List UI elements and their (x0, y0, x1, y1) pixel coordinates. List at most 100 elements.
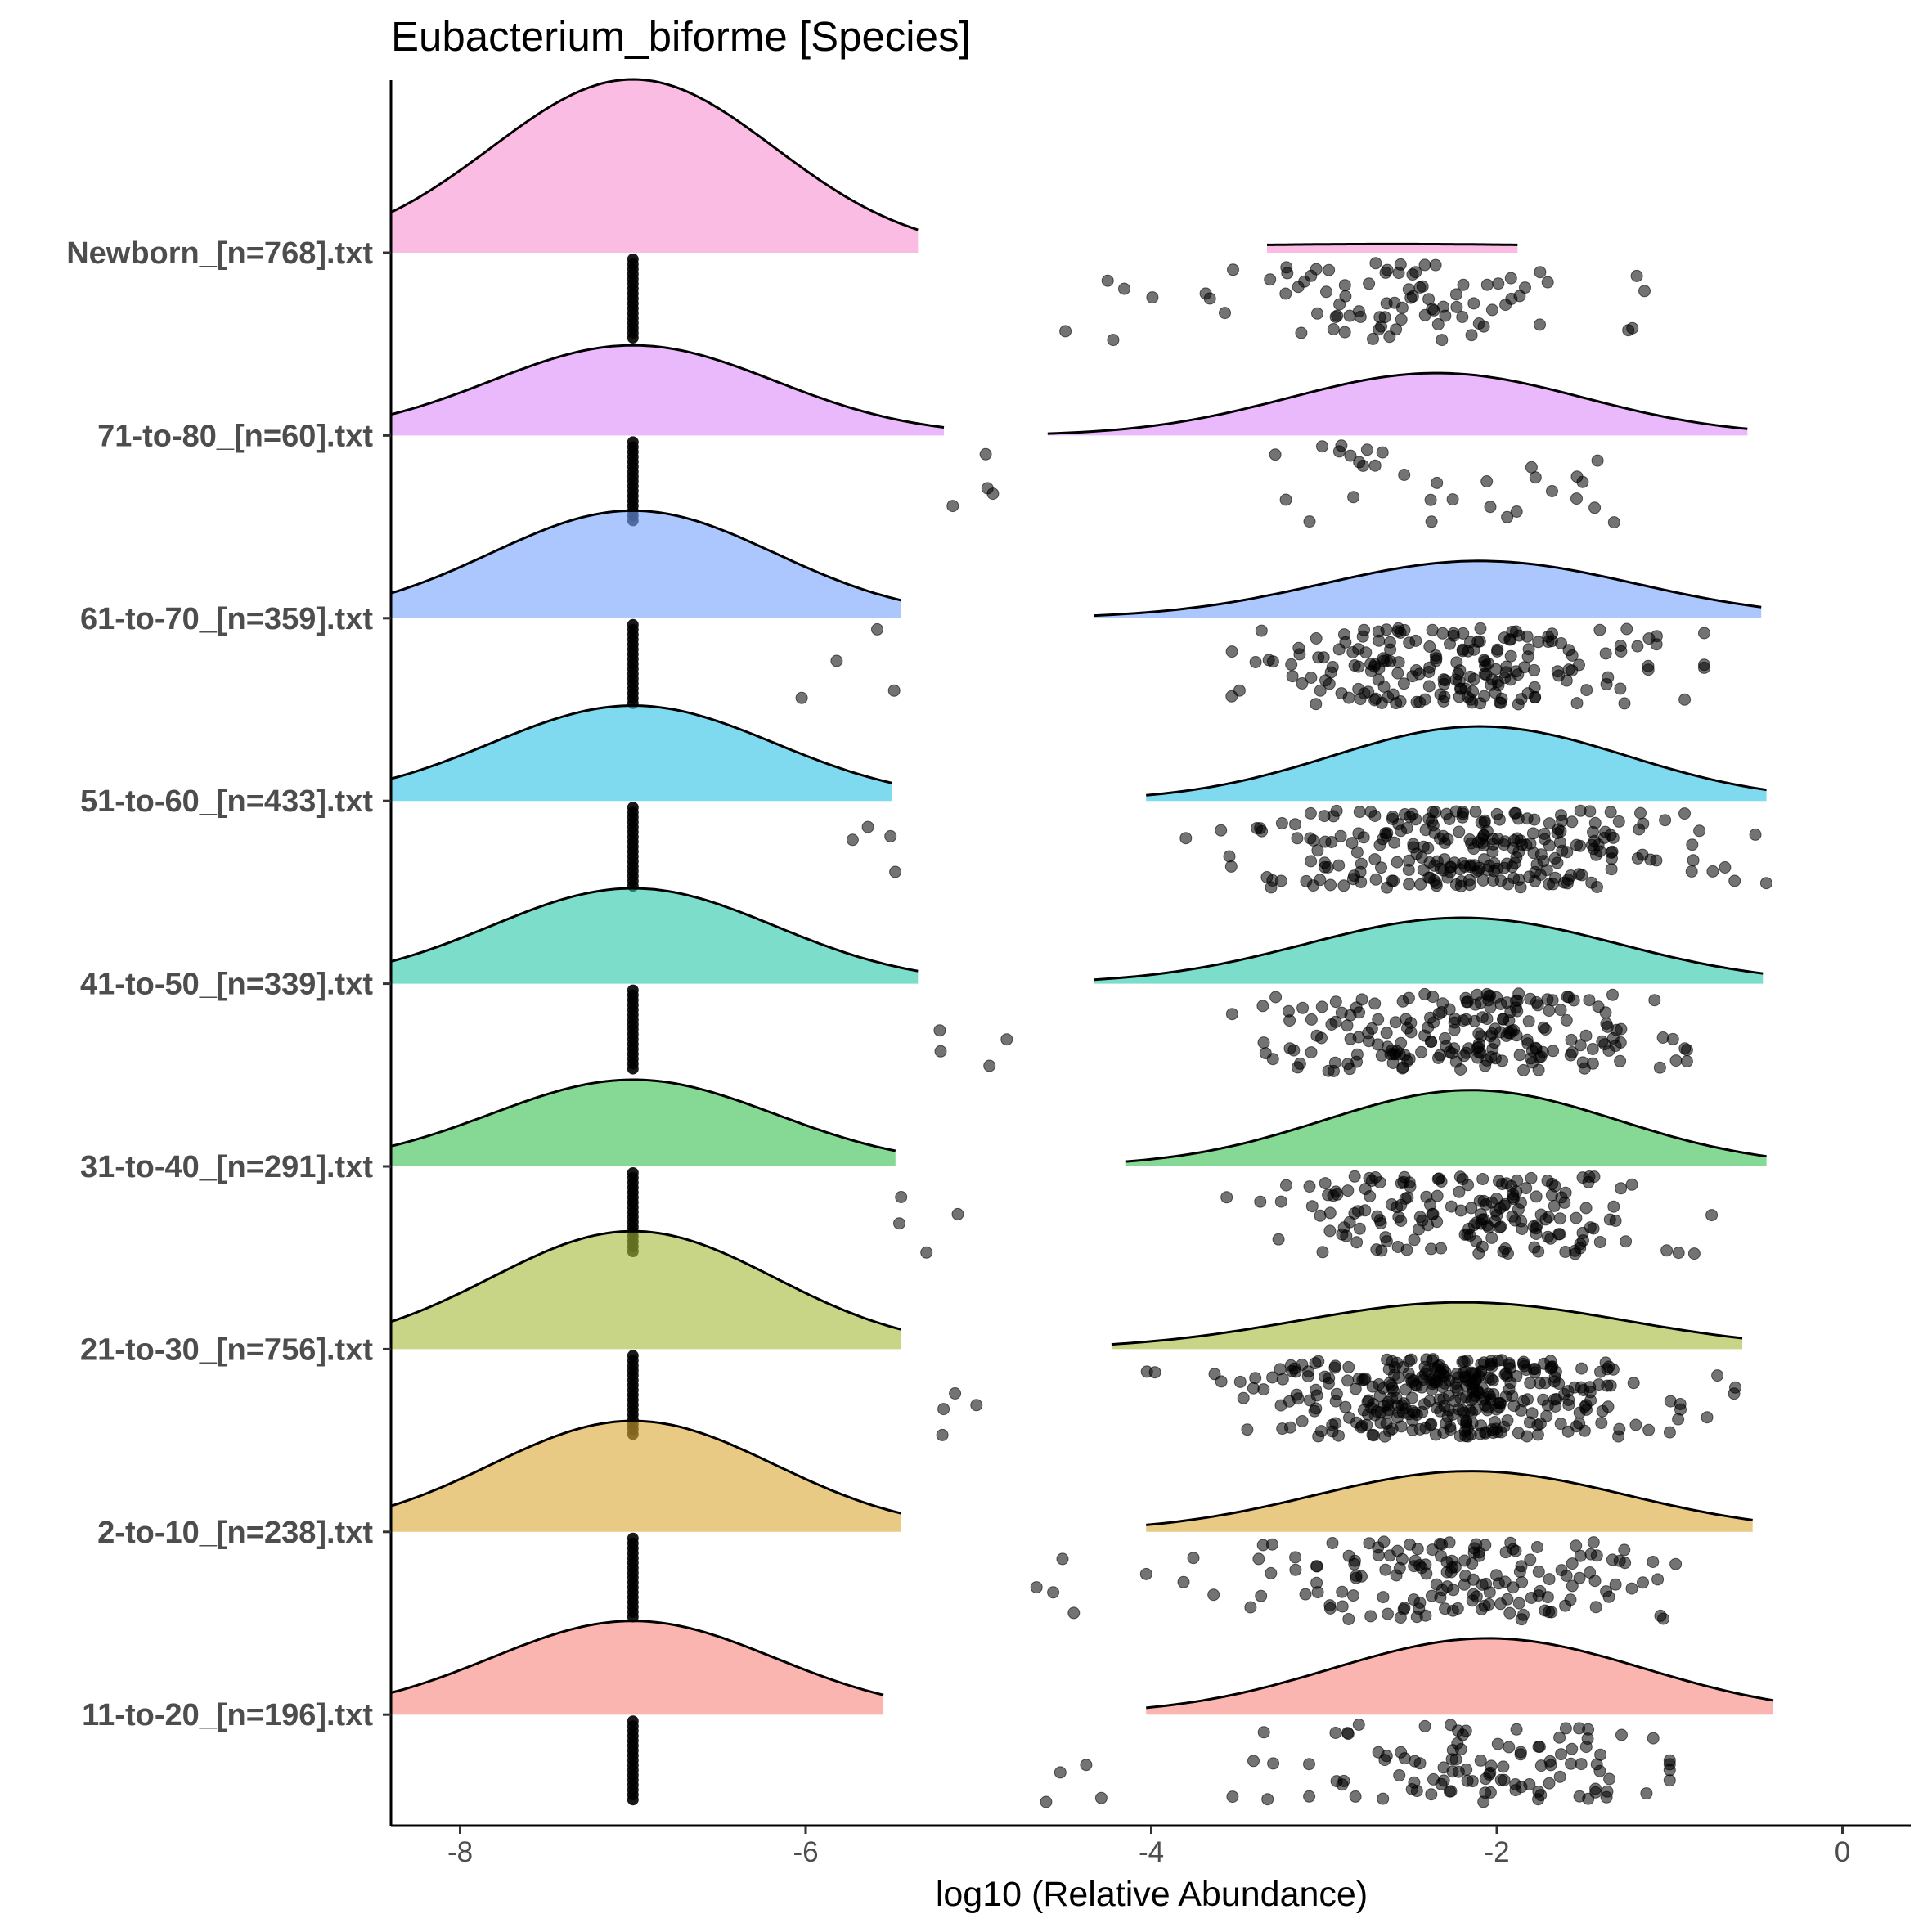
data-point-11-to-20-n-196-txt (1663, 1754, 1676, 1767)
data-point-2-to-10-n-238-txt (1625, 1582, 1638, 1595)
data-point-11-to-20-n-196-txt (1559, 1722, 1572, 1735)
data-point-61-to-70-n-359-txt (1225, 645, 1238, 658)
data-point-41-to-50-n-339-txt (1543, 1004, 1556, 1018)
data-point-21-to-30-n-756-txt (1554, 1418, 1567, 1431)
data-point-11-to-20-n-196-txt (1532, 1793, 1545, 1806)
data-point-51-to-60-n-433-txt (846, 833, 859, 847)
data-point-51-to-60-n-433-txt (1307, 834, 1320, 847)
data-point-11-to-20-n-196-txt (1479, 1786, 1492, 1799)
data-point-51-to-60-n-433-txt (1454, 879, 1467, 892)
x-axis-ticks: -8 -6 -4 -2 0 (447, 1826, 1850, 1868)
data-point-21-to-30-n-756-txt (1381, 1353, 1394, 1366)
data-point-31-to-40-n-291-txt (1379, 1231, 1392, 1244)
x-tick-label: -2 (1484, 1836, 1509, 1868)
density-zero-outline-51-to-60-n-433-txt (390, 704, 892, 784)
data-point-2-to-10-n-238-txt (1566, 1557, 1579, 1570)
y-label-11-to-20-n-196-txt: 11-to-20_[n=196].txt (82, 1698, 373, 1732)
data-point-21-to-30-n-756-txt (1362, 1394, 1375, 1407)
data-point-71-to-80-n-60-txt (1570, 470, 1584, 483)
density-detected-outline-11-to-20-n-196-txt (1146, 1637, 1774, 1710)
data-point-31-to-40-n-291-txt (1465, 1202, 1478, 1215)
data-point-2-to-10-n-238-txt (1459, 1570, 1472, 1582)
data-point-31-to-40-n-291-txt (1254, 1195, 1267, 1208)
data-point-2-to-10-n-238-txt (1326, 1537, 1339, 1549)
data-point-41-to-50-n-339-txt (1560, 1013, 1573, 1027)
data-point-41-to-50-n-339-txt (1561, 991, 1574, 1004)
data-point-51-to-60-n-433-txt (1634, 806, 1647, 820)
data-point-21-to-30-n-756-txt (1296, 1415, 1309, 1427)
data-point-2-to-10-n-238-txt (1466, 1557, 1479, 1570)
data-point-31-to-40-n-291-txt (1498, 1197, 1512, 1211)
data-point-newborn-n-768-txt (1622, 324, 1635, 337)
data-point-21-to-30-n-756-txt (1503, 1359, 1516, 1372)
data-point-61-to-70-n-359-txt (1383, 636, 1396, 649)
data-point-51-to-60-n-433-txt (1305, 855, 1318, 868)
data-point-2-to-10-n-238-txt (1532, 1566, 1545, 1578)
data-point-41-to-50-n-339-txt (1435, 1006, 1448, 1018)
data-point-31-to-40-n-291-txt (1370, 1243, 1383, 1256)
data-point-61-to-70-n-359-txt (1255, 624, 1268, 637)
data-point-newborn-n-768-txt (1339, 290, 1352, 303)
data-point-21-to-30-n-756-txt (1249, 1372, 1262, 1385)
data-point-11-to-20-n-196-txt (1226, 1790, 1239, 1804)
data-point-31-to-40-n-291-txt (1280, 1179, 1292, 1192)
data-point-71-to-80-n-60-txt (1431, 476, 1444, 489)
data-point-2-to-10-n-238-txt (1573, 1571, 1586, 1584)
data-point-51-to-60-n-433-txt (1574, 804, 1587, 817)
data-point-61-to-70-n-359-txt (1494, 696, 1507, 709)
data-point-51-to-60-n-433-txt (1478, 816, 1491, 829)
data-point-newborn-n-768-txt (1456, 311, 1469, 323)
density-detected-outline-71-to-80-n-60-txt (1047, 371, 1748, 435)
data-point-21-to-30-n-756-txt (1257, 1383, 1270, 1396)
data-point-51-to-60-n-433-txt (1637, 817, 1650, 830)
data-point-31-to-40-n-291-txt (1620, 1235, 1633, 1248)
data-point-51-to-60-n-433-txt (1512, 846, 1525, 858)
data-point-newborn-n-768-txt (1492, 277, 1505, 290)
data-point-51-to-60-n-433-txt (1528, 813, 1541, 826)
data-point-51-to-60-n-433-txt (1254, 822, 1267, 835)
data-point-41-to-50-n-339-txt (1305, 1013, 1318, 1026)
data-point-2-to-10-n-238-txt (1570, 1539, 1583, 1552)
data-point-51-to-60-n-433-txt (1304, 806, 1317, 820)
density-zero-fill-71-to-80-n-60-txt (391, 345, 944, 436)
data-point-21-to-30-n-756-txt (1429, 1428, 1442, 1441)
data-point-newborn-n-768-txt (1429, 258, 1442, 272)
data-point-51-to-60-n-433-txt (1314, 874, 1327, 887)
data-point-41-to-50-n-339-txt (1554, 1004, 1567, 1017)
data-point-51-to-60-n-433-txt (1588, 816, 1602, 829)
data-point-11-to-20-n-196-txt (1594, 1748, 1607, 1761)
data-point-11-to-20-n-196-txt (1647, 1732, 1660, 1745)
data-point-11-to-20-n-196-txt (1566, 1742, 1579, 1755)
data-point-21-to-30-n-756-txt (936, 1428, 949, 1441)
data-point-21-to-30-n-756-txt (1491, 1355, 1504, 1367)
data-point-51-to-60-n-433-txt (1354, 865, 1367, 878)
data-point-newborn-n-768-txt (1395, 301, 1409, 314)
data-point-2-to-10-n-238-txt (1342, 1613, 1355, 1625)
data-point-31-to-40-n-291-txt (1314, 1209, 1327, 1222)
data-point-31-to-40-n-291-txt (1472, 1247, 1485, 1260)
data-point-31-to-40-n-291-txt (1274, 1195, 1287, 1208)
data-point-41-to-50-n-339-txt (1287, 1044, 1301, 1057)
zero-point-newborn-n-768-txt (627, 332, 639, 344)
data-point-41-to-50-n-339-txt (1497, 1013, 1510, 1026)
data-point-51-to-60-n-433-txt (1428, 859, 1441, 872)
data-point-11-to-20-n-196-txt (1303, 1758, 1315, 1771)
data-point-41-to-50-n-339-txt (1362, 1035, 1375, 1048)
data-point-51-to-60-n-433-txt (1706, 865, 1719, 878)
data-point-61-to-70-n-359-txt (1457, 627, 1470, 640)
data-point-21-to-30-n-756-txt (1439, 1370, 1452, 1383)
data-point-2-to-10-n-238-txt (1435, 1549, 1447, 1562)
data-point-newborn-n-768-txt (1402, 283, 1415, 296)
data-point-2-to-10-n-238-txt (1363, 1537, 1376, 1550)
data-point-31-to-40-n-291-txt (1445, 1200, 1458, 1213)
data-point-21-to-30-n-756-txt (1276, 1373, 1289, 1386)
data-point-newborn-n-768-txt (1519, 281, 1531, 294)
data-point-61-to-70-n-359-txt (1406, 670, 1419, 683)
data-point-2-to-10-n-238-txt (1584, 1566, 1597, 1579)
data-point-21-to-30-n-756-txt (1602, 1360, 1615, 1373)
data-point-51-to-60-n-433-txt (1337, 879, 1350, 892)
data-point-61-to-70-n-359-txt (1359, 646, 1373, 659)
data-point-11-to-20-n-196-txt (1555, 1748, 1567, 1761)
data-point-71-to-80-n-60-txt (979, 447, 992, 461)
data-point-21-to-30-n-756-txt (1400, 1383, 1412, 1396)
